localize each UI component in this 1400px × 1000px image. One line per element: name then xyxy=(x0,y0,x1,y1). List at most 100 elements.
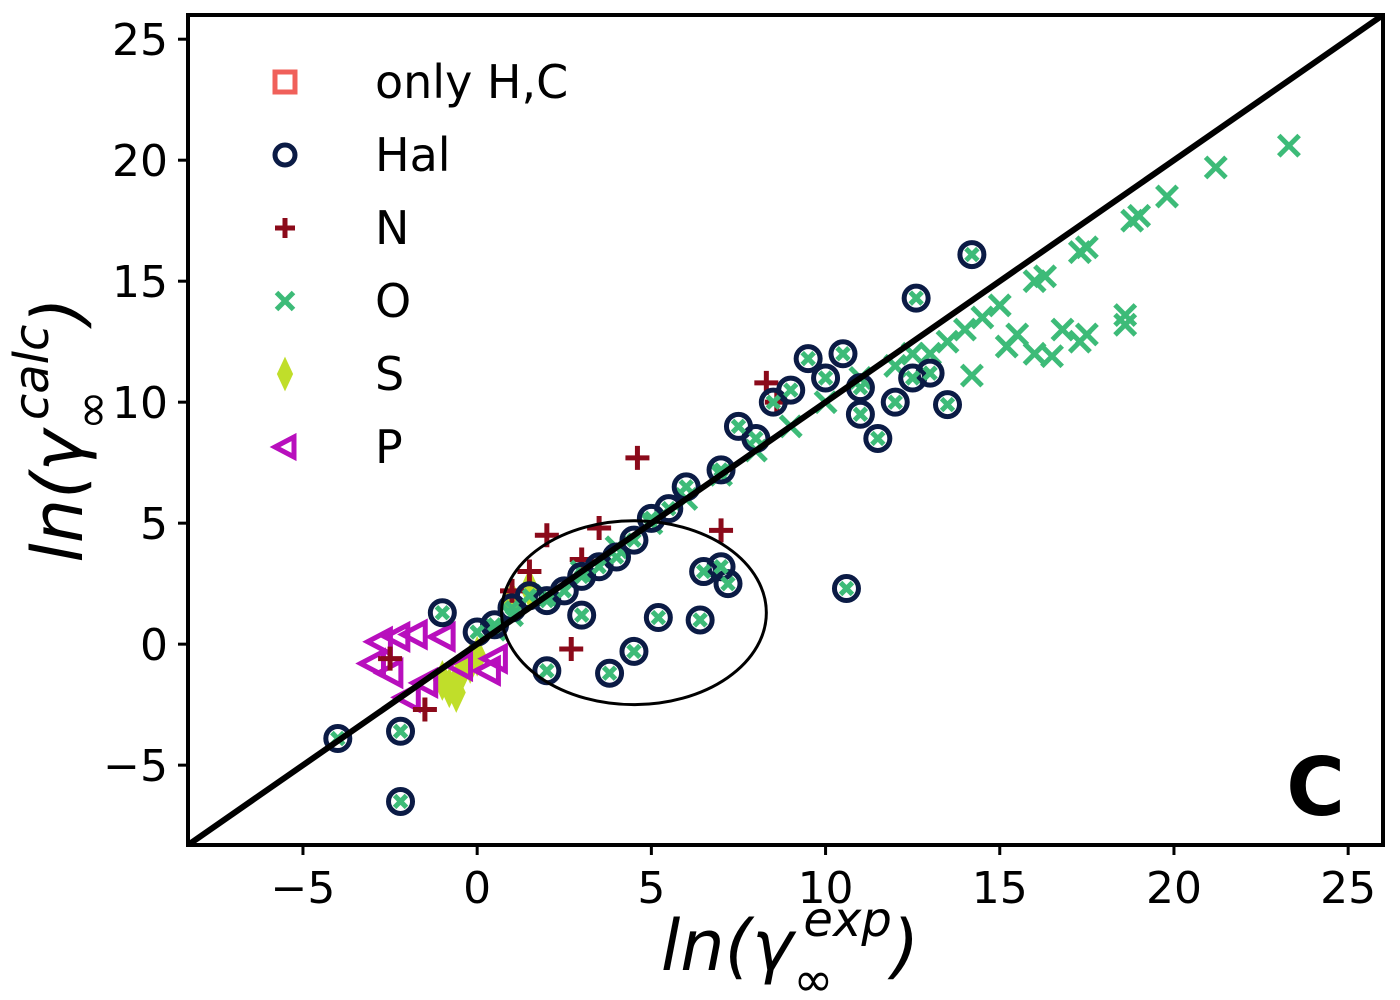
data-point xyxy=(392,723,409,739)
data-point xyxy=(952,317,977,342)
data-point xyxy=(957,240,987,270)
highlight-ellipse xyxy=(500,519,768,707)
data-point xyxy=(692,612,708,628)
data-point xyxy=(650,609,667,626)
legend-item: O xyxy=(274,274,411,328)
data-point xyxy=(626,643,642,660)
data-point xyxy=(783,382,799,398)
hal-inner-markers xyxy=(330,246,980,810)
data-point xyxy=(835,346,851,362)
legend-marker xyxy=(272,142,298,168)
data-point xyxy=(908,290,924,306)
data-point xyxy=(378,646,403,671)
data-point xyxy=(323,724,353,754)
data-point xyxy=(748,430,764,447)
data-point xyxy=(559,636,584,661)
x-tick-label: 0 xyxy=(463,863,491,914)
x-tick-label: −5 xyxy=(271,863,336,914)
data-point xyxy=(713,569,743,599)
data-point xyxy=(904,370,921,386)
data-point xyxy=(1033,264,1058,289)
y-tick-label: 15 xyxy=(112,257,168,308)
data-point xyxy=(1074,235,1099,260)
legend-item: only H,C xyxy=(272,55,568,109)
data-point xyxy=(625,445,650,470)
data-point xyxy=(539,663,555,679)
data-point xyxy=(654,494,684,524)
x-tick-label: 15 xyxy=(972,863,1028,914)
data-point xyxy=(720,575,736,592)
y-tick-label: 0 xyxy=(140,620,168,671)
legend-label: P xyxy=(375,420,403,474)
data-point xyxy=(1276,133,1301,158)
y-axis-title: ln(γ∞calc) xyxy=(4,297,120,562)
panel-label: C xyxy=(1286,741,1345,834)
data-point xyxy=(427,598,457,628)
data-point xyxy=(852,406,869,422)
data-point xyxy=(567,600,597,630)
data-point xyxy=(817,370,834,386)
y-tick-label: 20 xyxy=(112,136,168,187)
legend-label: O xyxy=(375,274,411,328)
data-point xyxy=(709,518,734,543)
legend-label: N xyxy=(375,201,409,255)
data-point xyxy=(831,573,861,603)
data-point xyxy=(355,647,386,680)
data-point xyxy=(386,716,416,746)
data-point xyxy=(880,387,910,417)
data-point xyxy=(643,603,673,633)
data-point xyxy=(412,697,437,722)
data-point xyxy=(595,658,625,688)
x-tick-label: 5 xyxy=(637,863,665,914)
data-point xyxy=(477,642,508,675)
data-point xyxy=(811,363,841,393)
data-point xyxy=(828,339,858,369)
data-point xyxy=(678,479,694,495)
x-tick-label: 10 xyxy=(798,863,854,914)
y-tick-label: 25 xyxy=(112,15,168,66)
data-point xyxy=(870,430,886,447)
data-point xyxy=(901,283,931,313)
legend-item: N xyxy=(275,201,409,255)
legend-item: Hal xyxy=(272,128,451,182)
plot-frame xyxy=(186,13,1385,847)
data-point xyxy=(970,305,995,330)
data-point xyxy=(386,786,416,816)
data-point xyxy=(922,365,938,381)
legend-marker xyxy=(275,218,295,238)
data-point xyxy=(619,636,649,666)
data-point xyxy=(685,605,715,635)
data-point xyxy=(776,375,806,405)
legend-marker xyxy=(272,69,298,95)
data-point xyxy=(793,344,823,374)
data-point xyxy=(1074,322,1099,347)
data-point xyxy=(1050,317,1075,342)
data-point xyxy=(713,559,729,575)
data-point xyxy=(521,588,538,604)
data-point xyxy=(517,559,542,584)
data-point xyxy=(1005,322,1030,347)
data-point xyxy=(504,600,520,616)
data-point xyxy=(933,390,963,420)
plot-area xyxy=(188,15,1383,845)
legend-item: P xyxy=(269,420,403,474)
legend-label: Hal xyxy=(375,128,451,182)
x-tick-label: 25 xyxy=(1320,863,1376,914)
data-point xyxy=(392,793,409,810)
parity-line xyxy=(188,15,1383,845)
data-point xyxy=(1127,203,1152,228)
data-point xyxy=(845,399,875,429)
data-point xyxy=(838,580,855,597)
data-point xyxy=(935,329,960,354)
data-point xyxy=(601,665,618,681)
data-point xyxy=(1155,184,1179,209)
data-point xyxy=(964,246,980,263)
series-hal xyxy=(323,240,987,816)
data-point xyxy=(1113,312,1138,337)
y-tick-label: 5 xyxy=(140,499,168,550)
x-axis-title: ln(γ∞exp) xyxy=(661,892,919,1000)
legend-item: S xyxy=(276,347,404,401)
data-point xyxy=(800,350,816,367)
